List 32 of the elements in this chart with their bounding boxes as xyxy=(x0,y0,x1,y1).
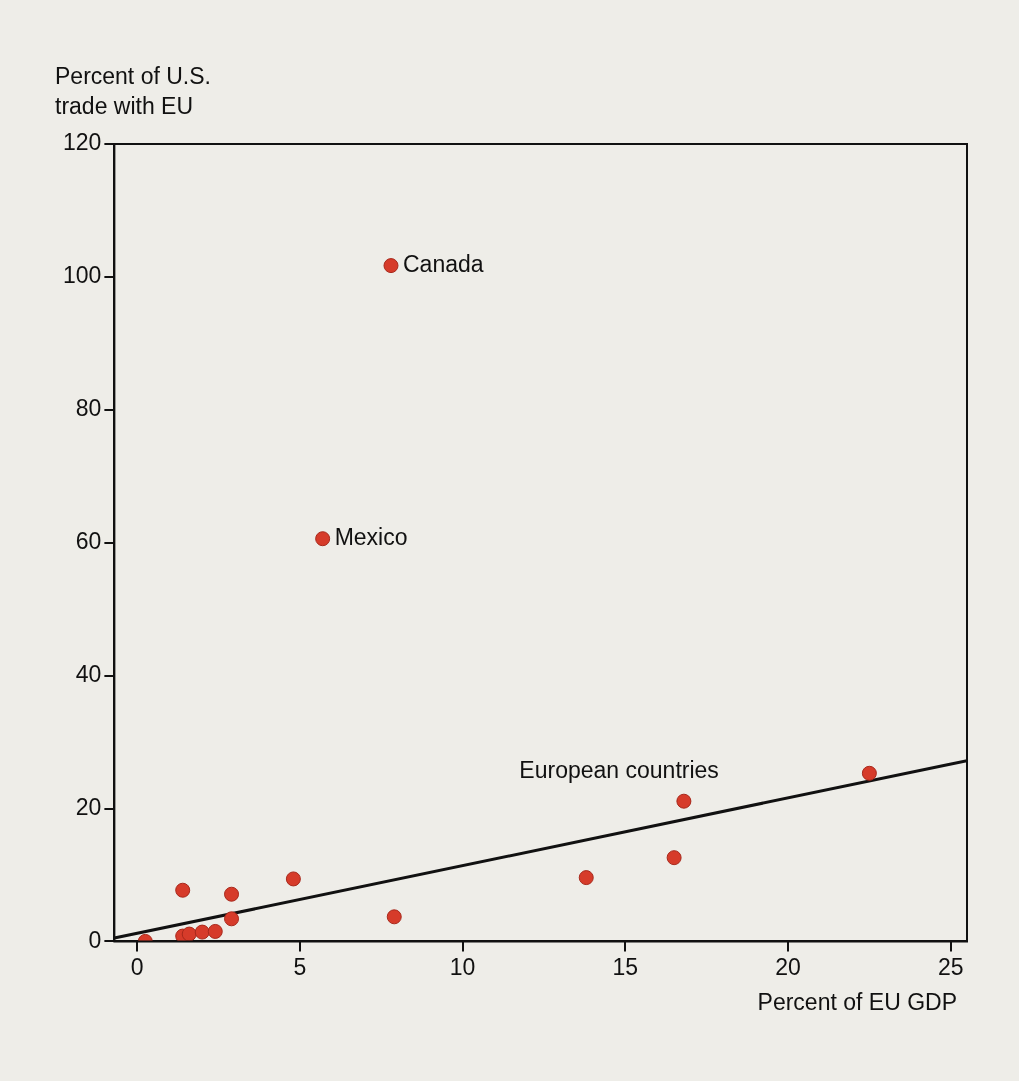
y-tick-label: 0 xyxy=(88,926,102,953)
annotation: European countries xyxy=(519,756,719,783)
point xyxy=(676,793,692,809)
point xyxy=(578,870,594,886)
x-tick-label: 20 xyxy=(775,953,801,980)
point xyxy=(224,886,240,902)
point xyxy=(383,258,399,274)
x-tick-label: 15 xyxy=(612,953,639,980)
annotation: Mexico xyxy=(334,524,408,551)
y-tick-label: 60 xyxy=(75,528,102,555)
y-tick-label: 100 xyxy=(63,262,102,289)
point xyxy=(285,871,301,887)
x-tick-label: 10 xyxy=(449,953,476,980)
y-axis-title: Percent of U.S. trade with EU xyxy=(55,62,211,121)
x-tick-label: 0 xyxy=(130,953,144,980)
point xyxy=(181,926,197,942)
y-tick-label: 80 xyxy=(75,395,102,422)
point xyxy=(224,911,240,927)
y-tick-label: 40 xyxy=(75,660,102,687)
point xyxy=(175,882,191,898)
point xyxy=(386,909,402,925)
point xyxy=(194,924,210,940)
point xyxy=(315,531,331,547)
y-tick-label: 20 xyxy=(75,793,102,820)
point xyxy=(666,850,682,866)
annotation: Canada xyxy=(402,250,484,277)
x-axis-title: Percent of EU GDP xyxy=(757,988,957,1017)
point xyxy=(861,765,877,781)
x-tick-label: 25 xyxy=(937,953,964,980)
y-tick-label: 120 xyxy=(63,129,102,156)
x-tick-label: 5 xyxy=(293,953,307,980)
point xyxy=(207,923,223,939)
